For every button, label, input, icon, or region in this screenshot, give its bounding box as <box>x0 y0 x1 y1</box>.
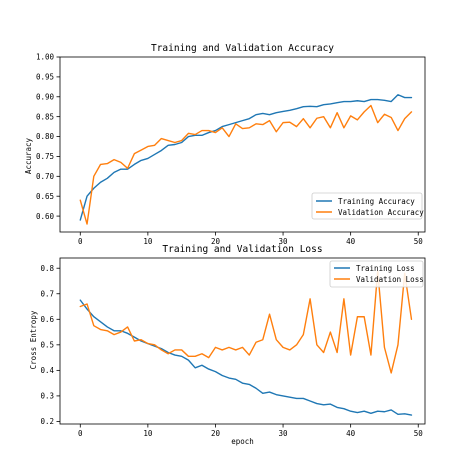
accuracy-legend-box <box>311 192 423 220</box>
loss-x-tick-label: 0 <box>78 429 83 438</box>
loss-legend-box <box>329 260 424 288</box>
accuracy-y-tick-label: 0.80 <box>36 132 55 141</box>
loss-y-tick-label: 0.6 <box>40 315 54 324</box>
accuracy-chart-title: Training and Validation Accuracy <box>151 43 334 54</box>
loss-legend: Training Loss Validation Loss <box>329 260 424 288</box>
accuracy-series-training-line <box>79 94 413 221</box>
loss-chart: Training and Validation Loss Cross Entro… <box>29 244 426 446</box>
loss-series-validation-line <box>79 270 413 374</box>
loss-x-tick-label: 20 <box>211 429 221 438</box>
loss-chart-title: Training and Validation Loss <box>162 244 322 255</box>
accuracy-y-tick-label: 0.65 <box>36 192 54 201</box>
accuracy-y-tick-label: 0.90 <box>36 92 55 101</box>
loss-plot-frame <box>59 257 426 425</box>
accuracy-series-validation-line <box>79 104 413 225</box>
loss-x-tick-label: 30 <box>279 429 289 438</box>
loss-y-tick-label: 0.5 <box>40 341 54 350</box>
loss-series-training-line <box>79 299 413 416</box>
loss-y-tick-label: 0.2 <box>40 417 54 426</box>
loss-x-tick-label: 50 <box>414 429 424 438</box>
accuracy-legend-label-validation: Validation Accuracy <box>338 208 424 217</box>
accuracy-x-tick-label: 10 <box>143 237 153 246</box>
accuracy-x-tick-label: 30 <box>279 237 289 246</box>
accuracy-legend: Training Accuracy Validation Accuracy <box>311 192 424 220</box>
accuracy-y-axis-label: Accuracy <box>24 137 33 174</box>
loss-y-tick-label: 0.7 <box>40 289 54 298</box>
accuracy-y-tick-label: 0.75 <box>36 152 54 161</box>
accuracy-x-tick-label: 0 <box>78 237 83 246</box>
accuracy-plot-frame <box>59 56 426 233</box>
accuracy-y-tick-label: 0.70 <box>36 172 55 181</box>
accuracy-x-tick-label: 50 <box>414 237 424 246</box>
loss-y-tick-label: 0.4 <box>40 366 54 375</box>
accuracy-x-tick-label: 40 <box>346 237 356 246</box>
loss-y-axis-label: Cross Entropy <box>29 310 38 369</box>
accuracy-y-tick-label: 0.60 <box>36 212 55 221</box>
loss-y-tick-label: 0.3 <box>40 392 54 401</box>
loss-legend-label-training: Training Loss <box>356 264 415 273</box>
accuracy-legend-label-training: Training Accuracy <box>338 197 415 206</box>
loss-y-tick-label: 0.8 <box>40 264 54 273</box>
accuracy-y-tick-label: 1.00 <box>36 53 55 62</box>
accuracy-chart: Training and Validation Accuracy Accurac… <box>24 43 426 246</box>
accuracy-y-tick-label: 0.85 <box>36 112 54 121</box>
loss-legend-label-validation: Validation Loss <box>356 275 424 284</box>
accuracy-x-tick-label: 20 <box>211 237 221 246</box>
accuracy-y-tick-label: 0.95 <box>36 73 54 82</box>
loss-x-tick-label: 40 <box>346 429 356 438</box>
loss-x-tick-label: 10 <box>143 429 153 438</box>
loss-x-axis-label: epoch <box>231 437 254 446</box>
